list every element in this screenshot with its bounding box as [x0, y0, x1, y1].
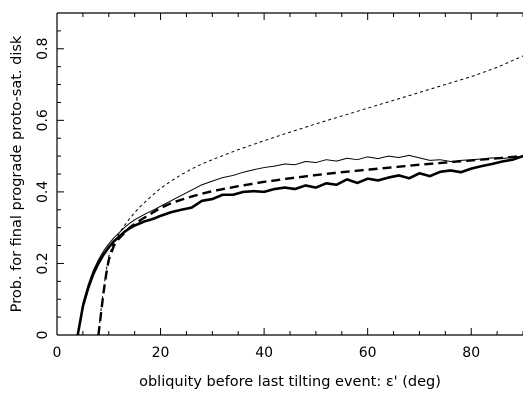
x-tick-label: 60 — [359, 345, 377, 361]
tick-labels: 0 20 40 60 80 0 0.2 0.4 0.6 0.8 — [35, 38, 480, 361]
plot-frame — [56, 12, 523, 336]
series-line-3-thick-dashed — [97, 154, 523, 336]
x-tick-label: 20 — [152, 345, 170, 361]
x-tick-label: 0 — [53, 345, 62, 361]
ticks — [56, 12, 523, 336]
series-line-1-thick-solid — [76, 154, 523, 336]
x-axis-title: obliquity before last tilting event: ε' … — [139, 374, 441, 390]
x-tick-label: 40 — [255, 345, 273, 361]
series-group — [76, 55, 523, 336]
y-tick-label: 0.4 — [35, 181, 51, 203]
y-tick-label: 0 — [35, 331, 51, 340]
y-axis-title: Prob. for final prograde proto-sat. disk — [9, 35, 25, 312]
series-line-2-thin-solid — [77, 154, 523, 336]
y-tick-label: 0.6 — [35, 109, 51, 131]
x-tick-label: 80 — [462, 345, 480, 361]
y-tick-label: 0.8 — [35, 38, 51, 60]
y-tick-label: 0.2 — [35, 252, 51, 274]
series-line-4-thin-dashed — [97, 55, 523, 336]
